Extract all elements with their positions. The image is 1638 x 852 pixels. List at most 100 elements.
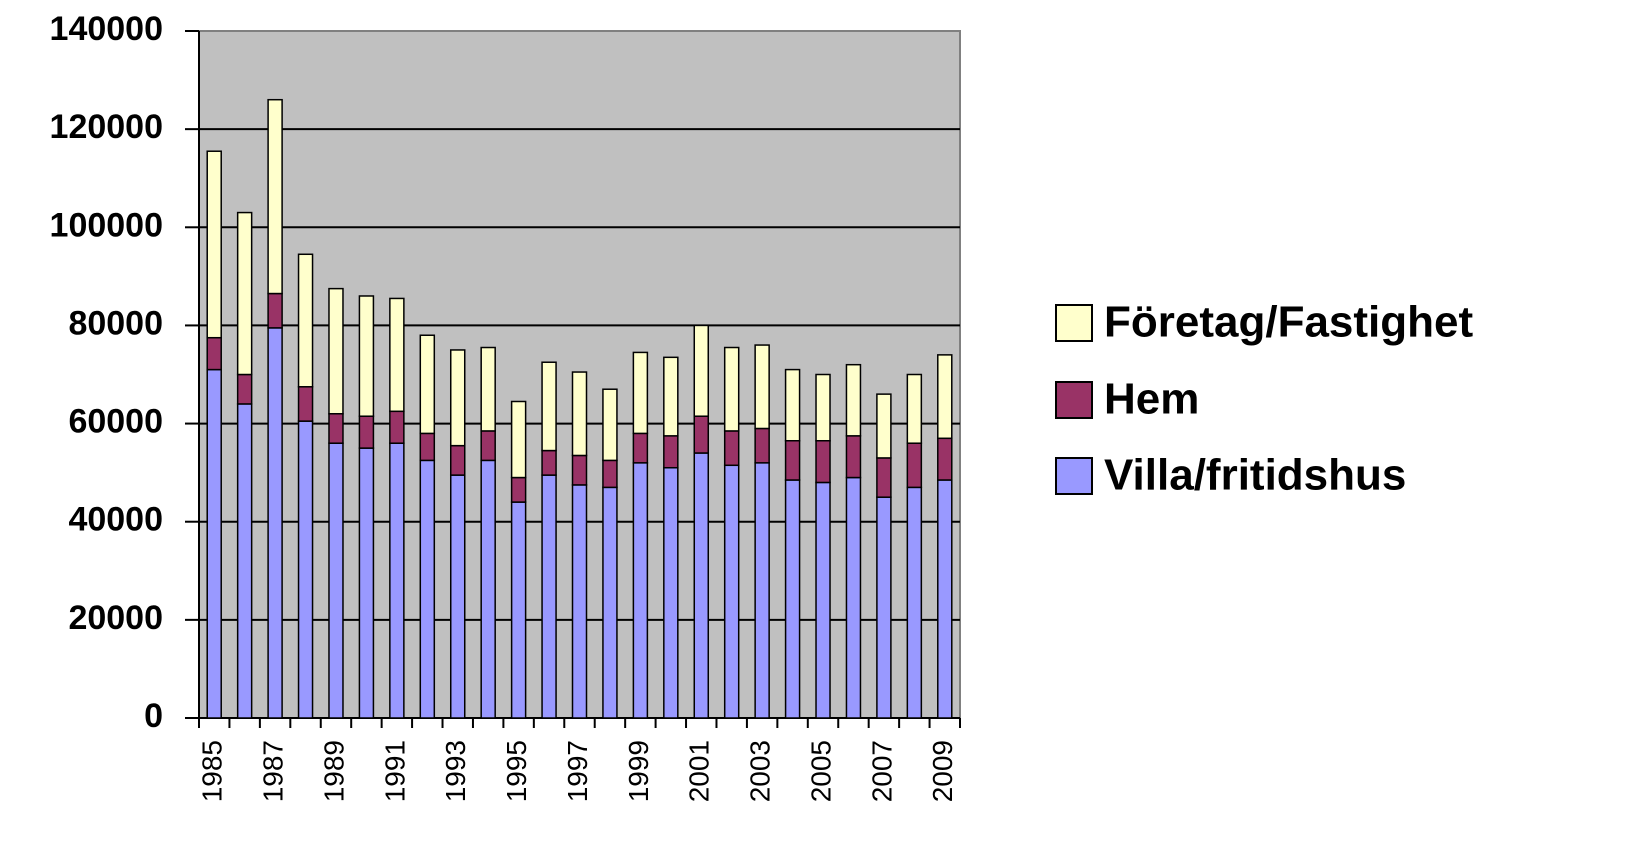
bar-segment xyxy=(663,356,679,437)
bar-segment xyxy=(754,344,770,430)
legend-swatch xyxy=(1055,304,1093,342)
x-tick-label: 1987 xyxy=(257,740,288,802)
y-tick-label: 120000 xyxy=(50,108,163,146)
bar-segment xyxy=(206,150,222,339)
bar-segment xyxy=(632,462,649,719)
bar-segment xyxy=(906,442,923,489)
bar-segment xyxy=(206,336,222,371)
bar-segment xyxy=(693,324,710,417)
y-tick-label: 100000 xyxy=(50,206,163,244)
bar-segment xyxy=(937,479,953,719)
y-tick-label: 80000 xyxy=(68,304,163,342)
bar-segment xyxy=(815,373,831,442)
x-tick-label: 2003 xyxy=(745,740,776,802)
legend-swatch xyxy=(1055,457,1093,495)
bar-segment xyxy=(571,454,588,486)
legend-label: Villa/fritidshus xyxy=(1104,451,1406,500)
bar-segment xyxy=(602,486,618,719)
bar-segment xyxy=(419,459,436,719)
bar-segment xyxy=(876,393,892,459)
y-tick-label: 60000 xyxy=(68,403,163,441)
x-tick-label: 2001 xyxy=(684,740,715,802)
y-tick-label: 40000 xyxy=(68,501,163,539)
bar-segment xyxy=(815,481,831,719)
bar-segment xyxy=(845,476,862,719)
y-tick-label: 0 xyxy=(144,697,163,735)
bar-segment xyxy=(571,484,588,719)
bar-segment xyxy=(358,447,375,719)
bar-segment xyxy=(541,474,557,719)
bar-segment xyxy=(602,388,618,462)
bar-segment xyxy=(358,415,375,449)
bar-segment xyxy=(845,435,862,479)
bar-segment xyxy=(480,346,496,432)
bar-segment xyxy=(267,327,283,719)
x-tick-label: 1991 xyxy=(379,740,410,802)
bar-segment xyxy=(236,211,253,376)
bar-segment xyxy=(267,292,283,329)
bar-segment xyxy=(541,361,557,452)
bar-segment xyxy=(906,486,923,719)
x-tick-label: 1989 xyxy=(318,740,349,802)
bar-segment xyxy=(297,386,314,422)
bar-segment xyxy=(571,371,588,457)
bar-segment xyxy=(845,363,862,437)
bar-segment xyxy=(389,410,405,444)
bar-segment xyxy=(449,474,466,719)
legend-label: Hem xyxy=(1104,375,1199,424)
bar-segment xyxy=(328,442,344,719)
bar-segment xyxy=(510,400,527,479)
bar-segment xyxy=(297,420,314,719)
bar-segment xyxy=(419,432,436,462)
x-tick-label: 1995 xyxy=(501,740,532,802)
x-tick-label: 1997 xyxy=(562,740,593,802)
bar-segment xyxy=(419,334,436,435)
bar-segment xyxy=(510,476,527,503)
legend-label: Företag/Fastighet xyxy=(1104,298,1473,347)
bar-segment xyxy=(876,496,892,719)
bar-segment xyxy=(693,415,710,454)
x-tick-label: 1999 xyxy=(623,740,654,802)
bar-segment xyxy=(632,432,649,464)
bar-segment xyxy=(541,449,557,476)
bar-segment xyxy=(876,457,892,498)
bar-segment xyxy=(510,501,527,719)
bar-segment xyxy=(937,354,953,440)
bar-segment xyxy=(906,373,923,444)
bar-segment xyxy=(449,349,466,447)
bar-segment xyxy=(480,430,496,462)
bar-segment xyxy=(723,346,740,432)
y-tick-label: 140000 xyxy=(50,10,163,48)
x-tick-label: 1993 xyxy=(440,740,471,802)
y-tick-label: 20000 xyxy=(68,599,163,637)
bar-segment xyxy=(693,452,710,719)
bar-segment xyxy=(784,439,801,481)
bar-segment xyxy=(267,98,283,295)
bar-segment xyxy=(632,351,649,435)
x-tick-label: 2009 xyxy=(927,740,958,802)
bar-segment xyxy=(297,253,314,388)
legend-swatch xyxy=(1055,381,1093,419)
x-tick-label: 1985 xyxy=(197,740,228,802)
bar-segment xyxy=(784,368,801,442)
bar-segment xyxy=(449,444,466,476)
bar-segment xyxy=(754,462,770,719)
x-tick-label: 2005 xyxy=(805,740,836,802)
bar-segment xyxy=(723,430,740,467)
bar-segment xyxy=(663,466,679,719)
bar-segment xyxy=(754,427,770,464)
bar-segment xyxy=(328,413,344,444)
bar-segment xyxy=(602,459,618,489)
bar-segment xyxy=(206,368,222,719)
bar-segment xyxy=(236,373,253,405)
bar-segment xyxy=(389,297,405,413)
bar-segment xyxy=(937,437,953,481)
bar-segment xyxy=(358,295,375,417)
bar-segment xyxy=(723,464,740,719)
bar-segment xyxy=(784,479,801,719)
bar-segment xyxy=(480,459,496,719)
bar-segment xyxy=(328,287,344,415)
x-tick-label: 2007 xyxy=(866,740,897,802)
